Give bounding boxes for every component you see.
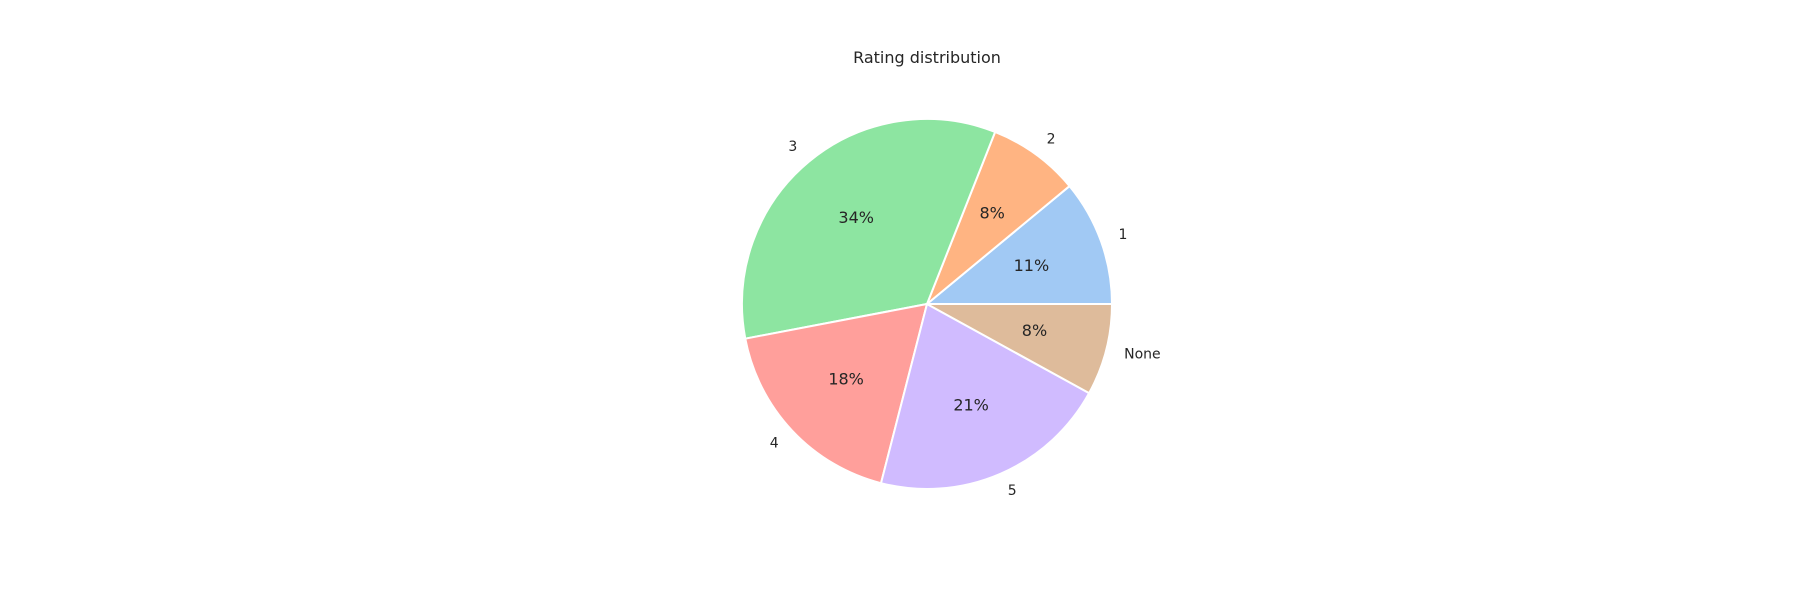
pie-slice-1 <box>926 185 1113 305</box>
pie-slice-3 <box>741 118 997 340</box>
pie-slice-5 <box>879 303 1091 490</box>
slice-category-label: 5 <box>1008 483 1017 499</box>
pie-slice-4 <box>744 303 928 485</box>
pie-slices <box>741 118 1113 490</box>
pie-labels: 1 11% 2 8% 3 34% 4 18% 5 21% None 8% <box>770 131 1161 498</box>
slice-percent-label: 11% <box>1014 256 1050 275</box>
slice-percent-label: 18% <box>828 370 864 389</box>
slice-category-label: None <box>1124 347 1161 363</box>
slice-percent-label: 8% <box>980 204 1005 223</box>
slice-percent-label: 8% <box>1022 321 1047 340</box>
pie-slice-2 <box>926 130 1071 305</box>
slice-category-label: 3 <box>788 139 797 155</box>
chart-title: Rating distribution <box>853 48 1001 67</box>
slice-percent-label: 21% <box>953 395 989 414</box>
slice-category-label: 2 <box>1047 131 1056 147</box>
slice-category-label: 4 <box>770 435 779 451</box>
pie-slice-none <box>926 303 1113 395</box>
slice-percent-label: 34% <box>838 208 874 227</box>
slice-category-label: 1 <box>1119 227 1128 243</box>
